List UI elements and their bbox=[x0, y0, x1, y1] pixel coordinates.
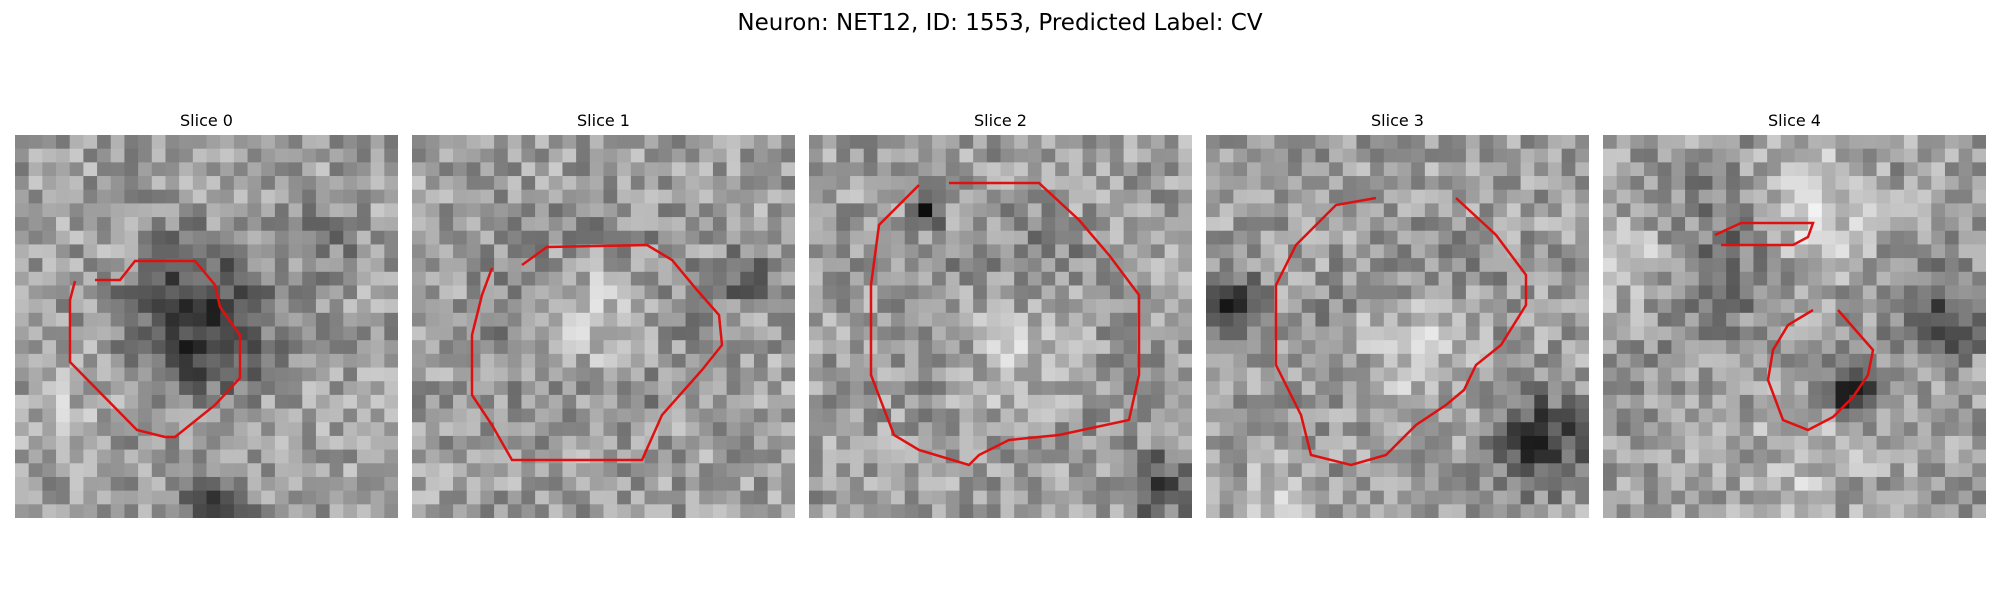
segmentation-contour bbox=[1766, 308, 1875, 432]
slice-panel-1: Slice 1 bbox=[412, 109, 795, 518]
slice-title: Slice 1 bbox=[577, 111, 630, 130]
slice-title: Slice 4 bbox=[1768, 111, 1821, 130]
segmentation-contour bbox=[1274, 196, 1528, 467]
segmentation-contour bbox=[68, 259, 242, 439]
segmentation-contour bbox=[1714, 221, 1815, 247]
slice-panel-0: Slice 0 bbox=[15, 109, 398, 518]
slice-image-3 bbox=[1206, 135, 1589, 518]
figure-title: Neuron: NET12, ID: 1553, Predicted Label… bbox=[737, 10, 1263, 36]
segmentation-contour bbox=[869, 181, 1141, 467]
slice-image-1 bbox=[412, 135, 795, 518]
slice-title: Slice 3 bbox=[1371, 111, 1424, 130]
slice-image-4 bbox=[1603, 135, 1986, 518]
slice-image-0 bbox=[15, 135, 398, 518]
slice-panel-4: Slice 4 bbox=[1603, 109, 1986, 518]
slice-panel-2: Slice 2 bbox=[809, 109, 1192, 518]
slice-panel-3: Slice 3 bbox=[1206, 109, 1589, 518]
segmentation-contour bbox=[470, 243, 724, 462]
slice-title: Slice 2 bbox=[974, 111, 1027, 130]
slice-title: Slice 0 bbox=[180, 111, 233, 130]
slice-image-2 bbox=[809, 135, 1192, 518]
